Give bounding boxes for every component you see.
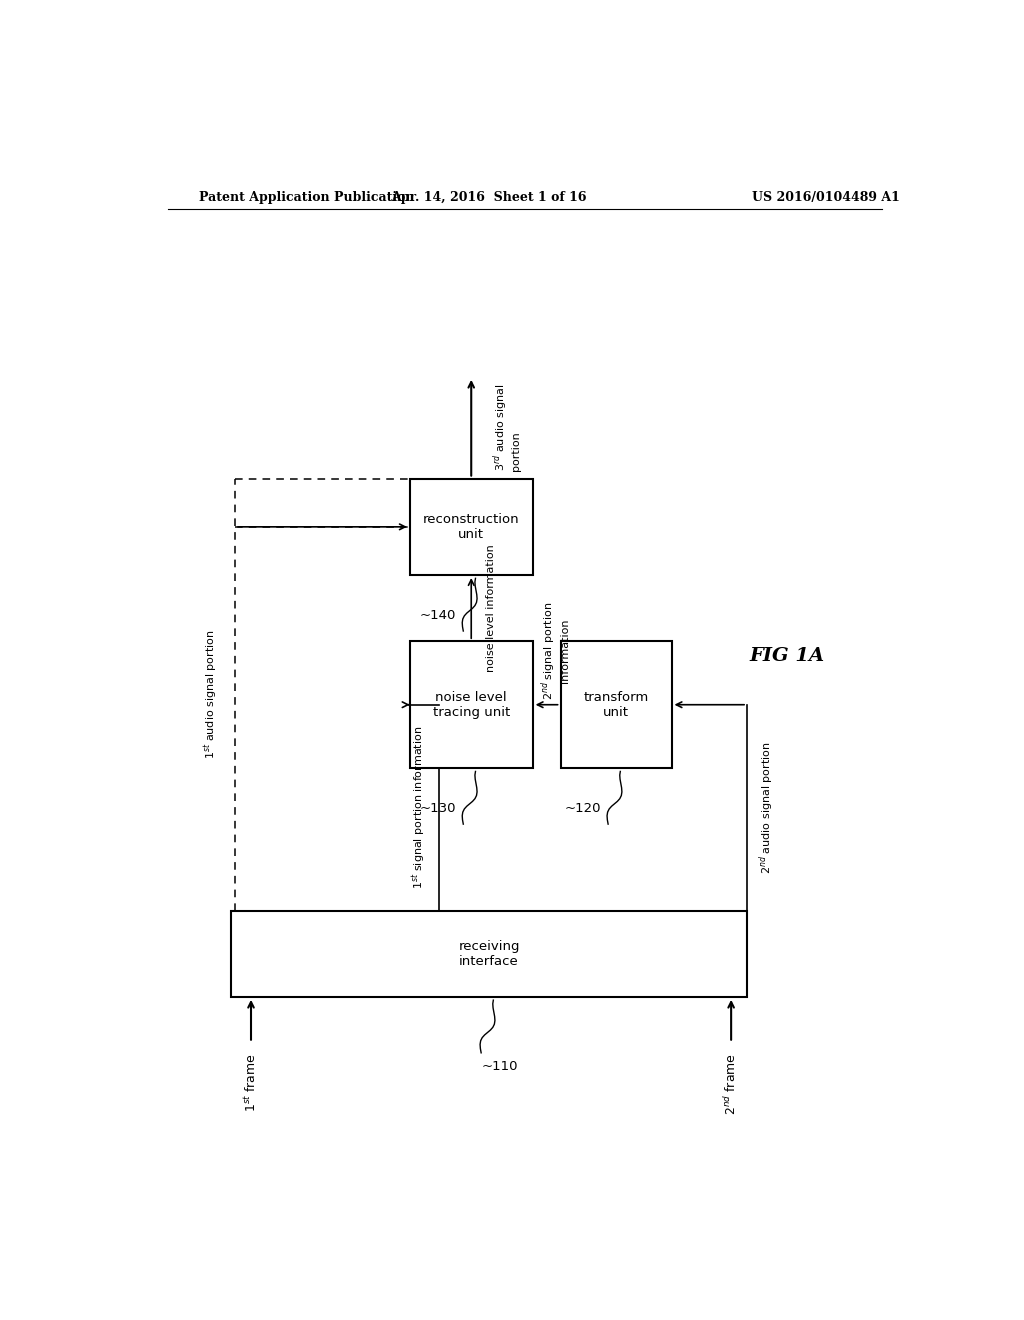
Text: Patent Application Publication: Patent Application Publication <box>200 190 415 203</box>
Text: US 2016/0104489 A1: US 2016/0104489 A1 <box>753 190 900 203</box>
Text: Apr. 14, 2016  Sheet 1 of 16: Apr. 14, 2016 Sheet 1 of 16 <box>391 190 587 203</box>
Text: noise level
tracing unit: noise level tracing unit <box>432 690 510 718</box>
Bar <box>231 911 748 997</box>
Text: FIG 1A: FIG 1A <box>750 647 824 665</box>
Text: $3^{rd}$ audio signal
portion: $3^{rd}$ audio signal portion <box>492 384 521 471</box>
Text: ~130: ~130 <box>420 803 456 816</box>
Text: $2^{nd}$ signal portion
information: $2^{nd}$ signal portion information <box>540 602 569 700</box>
Text: $1^{st}$ frame: $1^{st}$ frame <box>244 1053 259 1111</box>
Text: noise level information: noise level information <box>486 544 496 672</box>
Text: ~110: ~110 <box>481 1060 518 1073</box>
Text: receiving
interface: receiving interface <box>459 940 520 968</box>
Text: $1^{st}$ audio signal portion: $1^{st}$ audio signal portion <box>203 630 220 759</box>
Text: reconstruction
unit: reconstruction unit <box>423 513 519 541</box>
Bar <box>410 642 532 768</box>
Text: $2^{nd}$ audio signal portion: $2^{nd}$ audio signal portion <box>758 742 776 874</box>
Text: $1^{st}$ signal portion information: $1^{st}$ signal portion information <box>411 726 428 890</box>
Text: transform
unit: transform unit <box>584 690 648 718</box>
Text: ~140: ~140 <box>420 610 456 622</box>
Bar <box>560 642 672 768</box>
Text: $2^{nd}$ frame: $2^{nd}$ frame <box>723 1053 739 1115</box>
Text: ~120: ~120 <box>564 803 601 816</box>
Bar <box>410 479 532 576</box>
